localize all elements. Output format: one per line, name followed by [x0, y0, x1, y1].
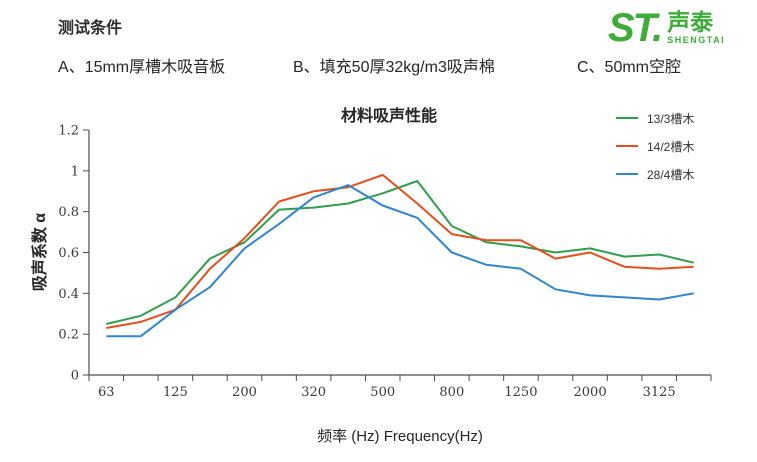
series-line-28/4槽木 — [106, 184, 694, 338]
legend-label: 14/2槽木 — [647, 139, 695, 154]
x-axis-title: 频率 (Hz) Frequency(Hz) — [317, 428, 483, 445]
y-tick-label: 1.2 — [58, 124, 79, 139]
y-tick-label: 0.4 — [58, 287, 79, 302]
x-tick-label: 3125 — [643, 385, 676, 400]
legend-label: 28/4槽木 — [647, 167, 695, 182]
series-line-14/2槽木 — [106, 173, 694, 329]
condition-c: C、50mm空腔 — [577, 59, 682, 76]
x-tick-label: 63 — [98, 385, 115, 400]
legend-label: 13/3槽木 — [647, 111, 695, 126]
condition-b: B、填充50厚32kg/m3吸声棉 — [293, 59, 495, 76]
shengtai-logo: ST. 声泰 SHENGTAI — [608, 8, 725, 48]
logo-wordmark: 声泰 SHENGTAI — [667, 10, 725, 45]
legend-line-icon — [616, 117, 638, 119]
chart-title: 材料吸声性能 — [340, 108, 437, 125]
x-tick-label: 200 — [232, 385, 257, 400]
logo-st-mark: ST. — [608, 6, 663, 50]
y-tick-label: 0.8 — [58, 205, 79, 220]
x-tick-label: 125 — [163, 385, 188, 400]
test-conditions-title: 测试条件 — [58, 20, 123, 37]
x-tick-label: 2000 — [574, 385, 607, 400]
legend-line-icon — [616, 145, 638, 147]
chart-legend: 13/3槽木 14/2槽木 28/4槽木 — [616, 104, 694, 188]
legend-item: 13/3槽木 — [616, 104, 694, 132]
legend-line-icon — [616, 173, 638, 175]
x-tick-label: 800 — [439, 385, 464, 400]
condition-a: A、15mm厚槽木吸音板 — [58, 59, 226, 76]
logo-english-name: SHENGTAI — [667, 35, 726, 45]
logo-chinese-name: 声泰 — [667, 9, 714, 35]
series-line-13/3槽木 — [106, 180, 694, 325]
legend-item: 28/4槽木 — [616, 160, 694, 188]
x-tick-label: 320 — [301, 385, 326, 400]
y-tick-label: 1 — [71, 164, 79, 179]
x-tick-label: 1250 — [504, 385, 537, 400]
legend-item: 14/2槽木 — [616, 132, 694, 160]
y-tick-label: 0.2 — [58, 328, 79, 343]
x-tick-label: 500 — [370, 385, 395, 400]
y-tick-label: 0 — [71, 369, 79, 384]
y-tick-label: 0.6 — [58, 246, 79, 261]
